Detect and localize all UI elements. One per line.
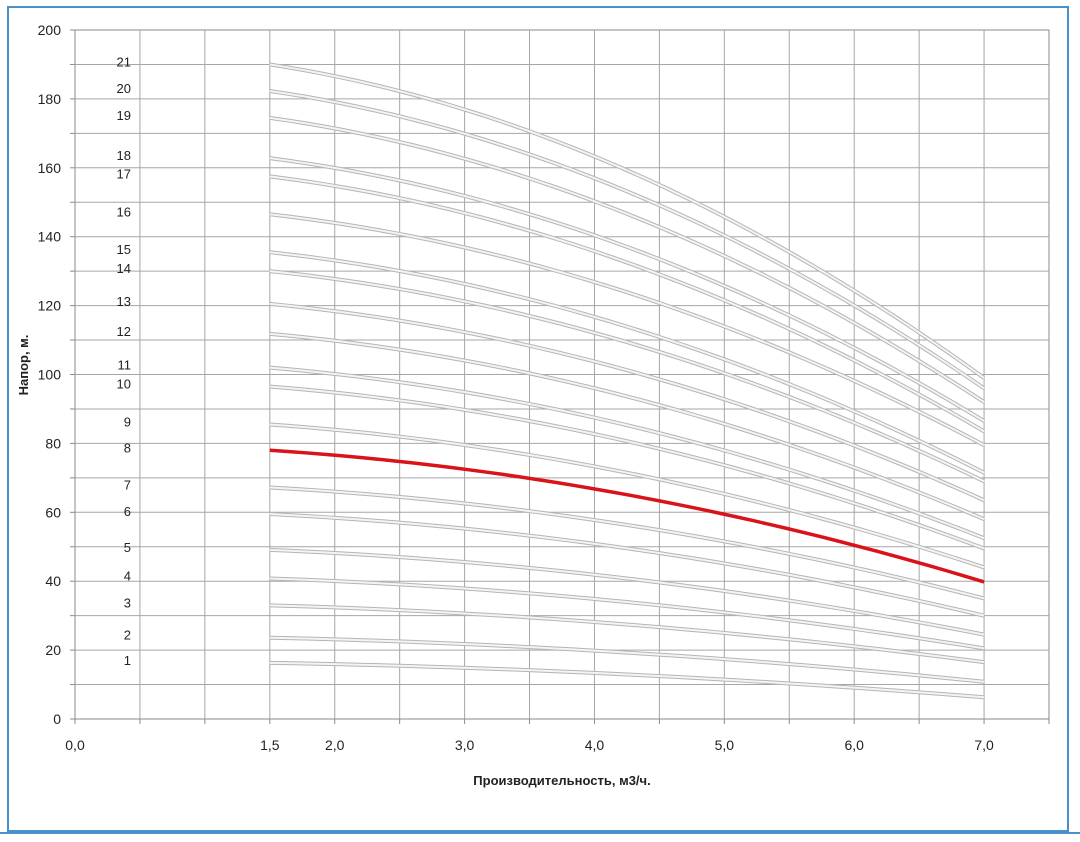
curve-label-6: 6 [124, 504, 131, 519]
y-tick-label: 80 [45, 435, 61, 451]
curve-1 [269, 661, 985, 699]
curve-9 [269, 423, 985, 569]
x-tick-label: 2,0 [325, 737, 345, 753]
curve-label-8: 8 [124, 440, 131, 455]
curve-label-14: 14 [117, 261, 131, 276]
curve-15 [269, 251, 985, 474]
y-tick-label: 40 [45, 573, 61, 589]
curve-label-7: 7 [124, 477, 131, 492]
x-tick-labels: 0,0 1,5 2,0 3,0 4,0 5,0 6,0 7,0 [65, 737, 994, 753]
y-tick-label: 180 [38, 91, 62, 107]
curve-16 [269, 213, 985, 447]
curve-3 [269, 604, 985, 664]
curve-10 [269, 385, 985, 550]
curve-20 [269, 89, 985, 390]
y-tick-label: 140 [38, 229, 62, 245]
curve-label-9: 9 [124, 414, 131, 429]
curve-label-1: 1 [124, 653, 131, 668]
x-tick-label: 5,0 [715, 737, 735, 753]
curves [269, 62, 986, 700]
curve-label-13: 13 [117, 294, 131, 309]
curve-label-18: 18 [117, 148, 131, 163]
curve-13 [269, 302, 985, 502]
curve-label-3: 3 [124, 595, 131, 610]
y-tick-labels: 0 20 40 60 80 100 120 140 160 180 200 [38, 22, 62, 727]
curve-label-4: 4 [124, 568, 131, 583]
x-tick-label: 0,0 [65, 737, 85, 753]
curve-2 [269, 636, 985, 683]
x-tick-label: 1,5 [260, 737, 280, 753]
curve-17 [269, 175, 985, 433]
curve-7 [269, 486, 985, 600]
curve-11 [269, 366, 985, 540]
curve-label-21: 21 [117, 54, 131, 69]
curve-label-20: 20 [117, 81, 131, 96]
x-tick-label: 3,0 [455, 737, 475, 753]
y-axis-title: Напор, м. [16, 335, 31, 396]
curve-21 [269, 63, 985, 379]
y-tick-label: 200 [38, 22, 62, 38]
curve-label-2: 2 [124, 628, 131, 643]
curve-label-11: 11 [118, 358, 132, 373]
x-tick-label: 7,0 [974, 737, 994, 753]
curve-label-5: 5 [124, 540, 131, 555]
curve-label-12: 12 [117, 324, 131, 339]
curve-8 [269, 448, 985, 584]
curve-label-15: 15 [117, 242, 131, 257]
curve-18 [269, 157, 985, 422]
y-tick-label: 60 [45, 504, 61, 520]
curve-6 [269, 513, 985, 617]
curve-label-17: 17 [117, 166, 131, 181]
y-tick-label: 20 [45, 642, 61, 658]
x-tick-label: 6,0 [844, 737, 864, 753]
y-tick-label: 120 [38, 298, 62, 314]
x-tick-label: 4,0 [585, 737, 605, 753]
curve-4 [269, 577, 985, 650]
x-axis-title: Производительность, м3/ч. [473, 773, 650, 788]
curve-label-16: 16 [117, 204, 131, 219]
curve-5 [269, 548, 985, 636]
y-tick-label: 160 [38, 160, 62, 176]
curve-12 [269, 332, 985, 521]
bottom-border [0, 832, 1080, 842]
y-tick-label: 0 [53, 711, 61, 727]
curve-14 [269, 270, 985, 483]
curve-label-10: 10 [117, 377, 131, 392]
curve-label-19: 19 [117, 108, 131, 123]
y-tick-label: 100 [38, 367, 62, 383]
curve-19 [269, 116, 985, 403]
